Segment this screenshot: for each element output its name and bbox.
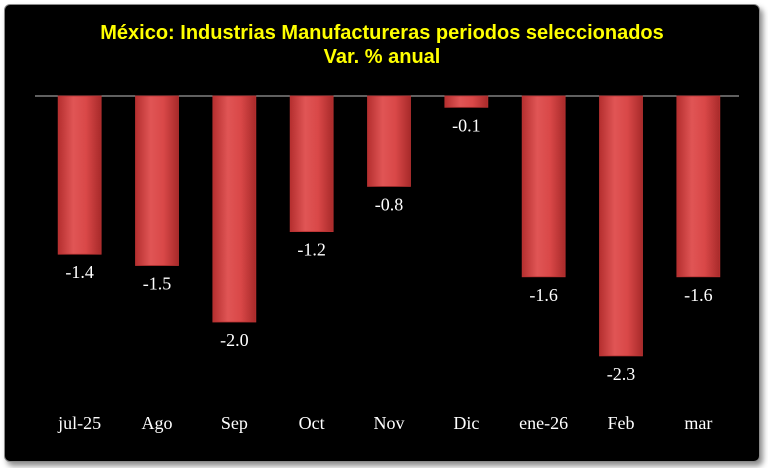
bar-plot: -1.4 -1.5 -2.0 -1.2 -0.8 -0.1 -1.6 -2.3 -1.6 jul… bbox=[35, 95, 739, 433]
x-tick-Nov: Nov bbox=[374, 413, 405, 433]
bar-Nov bbox=[367, 95, 411, 187]
data-label-mar: -1.6 bbox=[684, 285, 713, 305]
bar-ene-26 bbox=[521, 95, 566, 278]
chart-title: México: Industrias Manufactureras period… bbox=[100, 22, 664, 44]
bar-Sep bbox=[212, 95, 257, 323]
bar-mar bbox=[676, 95, 721, 278]
x-tick-Oct: Oct bbox=[299, 413, 325, 433]
bar-Ago bbox=[135, 95, 179, 266]
data-label-Dic: -0.1 bbox=[452, 115, 481, 135]
x-tick-Ago: Ago bbox=[142, 413, 173, 433]
bar-jul-25 bbox=[57, 95, 102, 255]
data-labels-group: -1.4 -1.5 -2.0 -1.2 -0.8 -0.1 -1.6 -2.3 -1.6 bbox=[65, 115, 712, 384]
data-label-jul-25: -1.4 bbox=[65, 262, 94, 282]
bar-Feb bbox=[599, 95, 643, 357]
x-tick-jul-25: jul-25 bbox=[57, 413, 101, 433]
data-label-Oct: -1.2 bbox=[297, 240, 326, 260]
x-tick-Dic: Dic bbox=[453, 413, 479, 433]
data-label-Ago: -1.5 bbox=[143, 274, 172, 294]
bar-Oct bbox=[289, 95, 334, 233]
chart-subtitle: Var. % anual bbox=[323, 46, 441, 68]
data-label-ene-26: -1.6 bbox=[529, 285, 558, 305]
data-label-Nov: -0.8 bbox=[375, 194, 404, 214]
x-tick-labels-group: jul-25 Ago Sep Oct Nov Dic ene-26 Feb mar bbox=[57, 413, 712, 433]
bars-group bbox=[57, 95, 721, 357]
x-tick-ene-26: ene-26 bbox=[519, 413, 568, 433]
bar-Dic bbox=[444, 95, 489, 108]
x-tick-Sep: Sep bbox=[221, 413, 248, 433]
chart-area: México: Industrias Manufactureras period… bbox=[4, 4, 760, 462]
x-tick-mar: mar bbox=[684, 413, 712, 433]
x-tick-Feb: Feb bbox=[608, 413, 635, 433]
data-label-Sep: -2.0 bbox=[220, 330, 249, 350]
data-label-Feb: -2.3 bbox=[607, 364, 636, 384]
